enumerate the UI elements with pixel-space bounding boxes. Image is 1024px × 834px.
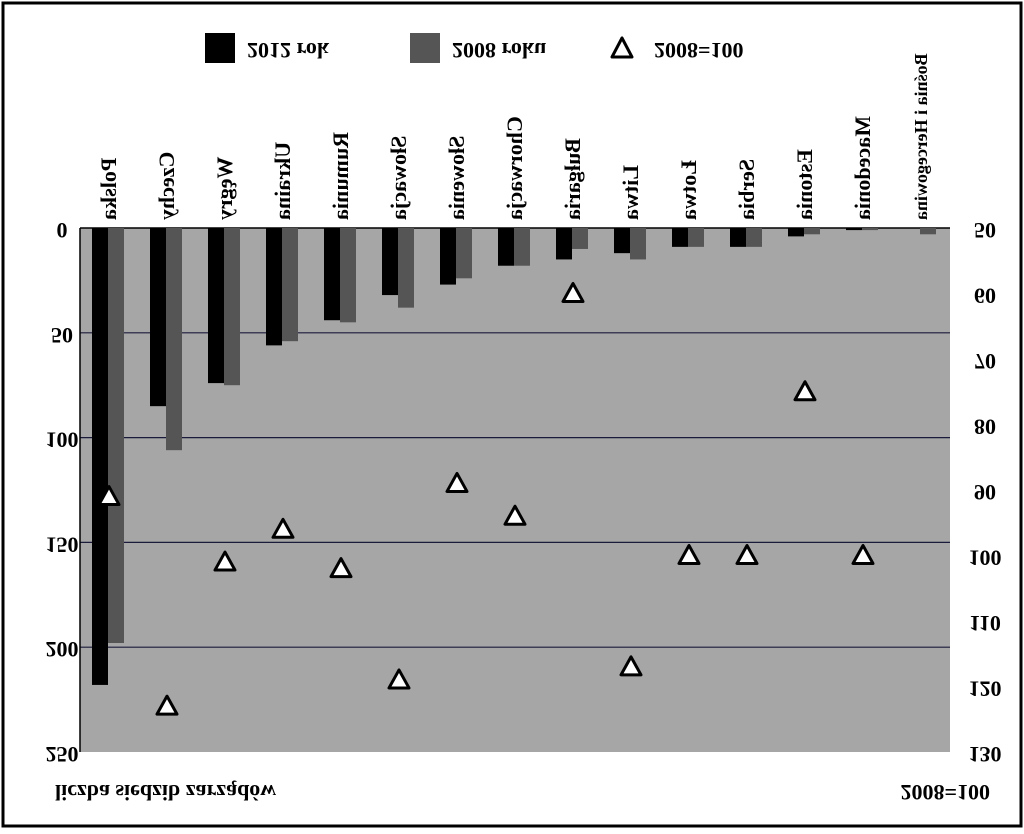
y2-tick-label: 50	[974, 218, 996, 243]
y2-tick-label: 80	[974, 414, 996, 439]
x-tick-label: Polska	[96, 158, 121, 220]
bar	[614, 228, 630, 254]
legend-label: 2012 rok	[247, 38, 330, 63]
legend-swatch	[205, 33, 235, 63]
x-tick-label: Czechy	[154, 152, 179, 220]
bar	[398, 228, 414, 308]
x-tick-label: Macedonia	[850, 116, 875, 220]
marker	[445, 471, 469, 493]
legend-label: 2008 roku	[452, 38, 546, 63]
bar	[572, 228, 588, 249]
bar	[920, 228, 936, 235]
bar	[630, 228, 646, 260]
y-tick-label: 200	[46, 637, 79, 662]
y2-axis-title: 2008=100	[900, 780, 990, 805]
bar	[688, 228, 704, 247]
bar	[166, 228, 182, 451]
x-tick-label: Łotwa	[676, 160, 701, 220]
y-tick-label: 150	[46, 532, 79, 557]
y2-tick-label: 130	[969, 742, 1002, 767]
y2-tick-label: 120	[969, 676, 1002, 701]
y2-tick-label: 70	[974, 349, 996, 374]
marker	[213, 550, 237, 572]
marker	[561, 282, 585, 303]
y-tick-label: 0	[57, 218, 68, 243]
x-tick-label: Ukraina	[270, 142, 295, 220]
chart-body: 0 50 100 150 200 250 50 60 70 80 90 100 110 120 130 Pol…	[46, 33, 1002, 805]
legend-marker	[610, 36, 634, 59]
y-tick-label: 50	[51, 323, 73, 348]
x-tick-label: Węgry	[212, 156, 237, 220]
x-tick-label: Rumunia	[328, 132, 353, 220]
marker	[329, 557, 353, 579]
bar	[324, 228, 340, 321]
y-axis-title: liczba siedzib zarządów	[55, 780, 276, 805]
x-tick-label: Estonia	[792, 149, 817, 220]
bar	[108, 228, 124, 644]
y2-tick-label: 100	[969, 545, 1002, 570]
bar	[440, 228, 456, 285]
bar	[862, 228, 878, 231]
x-tick-label: Serbia	[734, 159, 759, 220]
y2-tick-label: 110	[969, 611, 1001, 636]
marker	[619, 655, 643, 677]
marker	[97, 485, 121, 507]
legend-swatch	[410, 33, 440, 63]
bar	[788, 228, 804, 237]
marker	[387, 668, 411, 690]
bar	[208, 228, 224, 384]
x-tick-label: Chorwacja	[502, 116, 527, 220]
bar	[150, 228, 166, 407]
bar	[498, 228, 514, 266]
marker	[503, 504, 527, 526]
bar	[746, 228, 762, 247]
marker	[271, 517, 295, 539]
bar	[730, 228, 746, 247]
y2-tick-label: 60	[974, 283, 996, 308]
marker	[735, 544, 759, 565]
x-tick-label: Litwa	[618, 165, 643, 220]
bar	[224, 228, 240, 386]
x-tick-label: Bułgaria	[560, 138, 585, 220]
x-tick-label: Słowacja	[386, 136, 411, 220]
bar	[340, 228, 356, 323]
legend-label: 2008=100	[654, 38, 744, 63]
bar	[282, 228, 298, 342]
bar	[514, 228, 530, 266]
bar	[456, 228, 472, 279]
bar	[556, 228, 572, 260]
marker	[793, 380, 817, 402]
marker	[155, 694, 179, 716]
bar	[672, 228, 688, 247]
bar	[846, 228, 862, 231]
bar	[92, 228, 108, 685]
x-tick-label: Słowenia	[444, 136, 469, 220]
y-tick-label: 250	[46, 742, 79, 767]
bar	[382, 228, 398, 296]
y-tick-label: 100	[46, 428, 79, 453]
bar	[804, 228, 820, 235]
marker	[851, 544, 875, 565]
bar	[266, 228, 282, 346]
y2-tick-label: 90	[974, 480, 996, 505]
x-tick-label: Bośnia i Hercegowina	[911, 53, 931, 220]
marker	[677, 544, 701, 565]
